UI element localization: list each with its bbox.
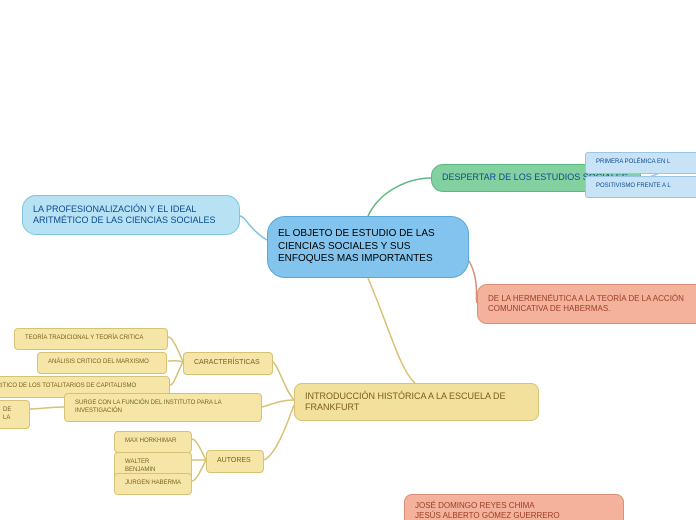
node-label: PRIMERA POLÉMICA EN L: [596, 159, 670, 167]
node-label: SURGE CON LA FUNCIÓN DEL INSTITUTO PARA …: [75, 400, 251, 415]
node-label: POSITIVISMO FRENTE A L: [596, 183, 671, 191]
node-autores[interactable]: AUTORES: [206, 450, 264, 473]
node-label: CARACTERÍSTICAS: [194, 359, 260, 368]
node-label: AUTORES: [217, 457, 251, 466]
node-tr_child2[interactable]: POSITIVISMO FRENTE A L: [585, 176, 696, 198]
node-aut1[interactable]: MAX HORKHIMAR: [114, 431, 192, 453]
node-right_orange[interactable]: DE LA HERMENÉUTICA A LA TEORÍA DE LA ACC…: [477, 284, 696, 324]
node-frankfurt[interactable]: INTRODUCCIÓN HISTÓRICA A LA ESCUELA DE F…: [294, 383, 539, 421]
node-car2[interactable]: ANÁLISIS CRITICO DEL MARXISMO: [37, 352, 167, 374]
node-aut3[interactable]: JURGEN HABERMA: [114, 473, 192, 495]
node-label: DE LA: [3, 407, 19, 422]
node-label: JOSÉ DOMINGO REYES CHIMA JESÚS ALBERTO G…: [415, 501, 560, 520]
node-label: LA PROFESIONALIZACIÓN Y EL IDEAL ARITMÉT…: [33, 204, 229, 227]
node-label: SIS CRITICO DE LOS TOTALITARIOS DE CAPIT…: [0, 383, 136, 391]
node-label: TEORÍA TRADICIONAL Y TEORÍA CRITICA: [25, 335, 143, 343]
node-label: MAX HORKHIMAR: [125, 438, 176, 446]
node-label: EL OBJETO DE ESTUDIO DE LAS CIENCIAS SOC…: [278, 228, 458, 266]
node-label: WALTER BENJAMIN: [125, 459, 181, 474]
node-de_la[interactable]: DE LA: [0, 400, 30, 429]
node-credits[interactable]: JOSÉ DOMINGO REYES CHIMA JESÚS ALBERTO G…: [404, 494, 624, 520]
node-label: DE LA HERMENÉUTICA A LA TEORÍA DE LA ACC…: [488, 294, 696, 314]
node-tr_child1[interactable]: PRIMERA POLÉMICA EN L: [585, 152, 696, 174]
node-label: INTRODUCCIÓN HISTÓRICA A LA ESCUELA DE F…: [305, 391, 528, 414]
node-label: ANÁLISIS CRITICO DEL MARXISMO: [48, 359, 149, 367]
node-surge[interactable]: SURGE CON LA FUNCIÓN DEL INSTITUTO PARA …: [64, 393, 262, 422]
node-center[interactable]: EL OBJETO DE ESTUDIO DE LAS CIENCIAS SOC…: [267, 216, 469, 278]
node-car1[interactable]: TEORÍA TRADICIONAL Y TEORÍA CRITICA: [14, 328, 168, 350]
node-left_top[interactable]: LA PROFESIONALIZACIÓN Y EL IDEAL ARITMÉT…: [22, 195, 240, 235]
node-label: JURGEN HABERMA: [125, 480, 181, 488]
node-caracteristicas[interactable]: CARACTERÍSTICAS: [183, 352, 273, 375]
